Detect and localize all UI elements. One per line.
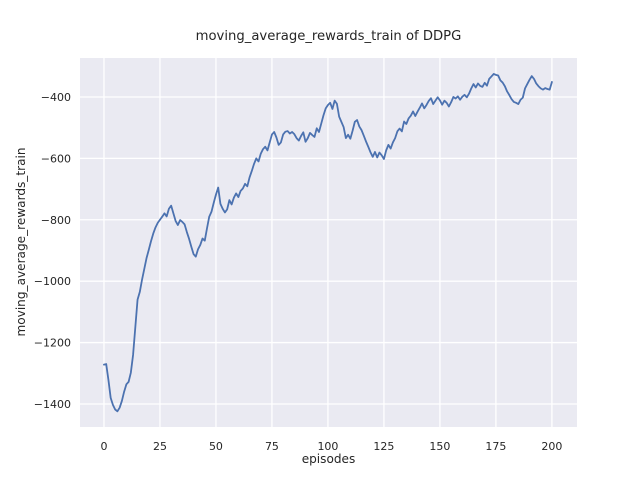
y-tick-label: −1200 [34, 337, 71, 350]
x-tick-label: 200 [541, 440, 562, 453]
chart-title: moving_average_rewards_train of DDPG [195, 29, 462, 44]
x-tick-label: 150 [429, 440, 450, 453]
y-tick-label: −600 [41, 152, 71, 165]
x-tick-label: 175 [485, 440, 506, 453]
series-line [103, 73, 553, 413]
y-tick-label: −1400 [34, 398, 71, 411]
x-tick-label: 25 [153, 440, 167, 453]
y-tick-label: −1000 [34, 275, 71, 288]
x-tick-label: 75 [265, 440, 279, 453]
y-tick-label: −400 [41, 91, 71, 104]
x-tick-label: 125 [373, 440, 394, 453]
y-axis-label: moving_average_rewards_train [14, 147, 28, 337]
x-tick-label: 50 [209, 440, 223, 453]
x-tick-label: 0 [100, 440, 107, 453]
y-tick-label: −800 [41, 214, 71, 227]
x-tick-label: 100 [317, 440, 338, 453]
x-axis-label: episodes [301, 452, 356, 466]
